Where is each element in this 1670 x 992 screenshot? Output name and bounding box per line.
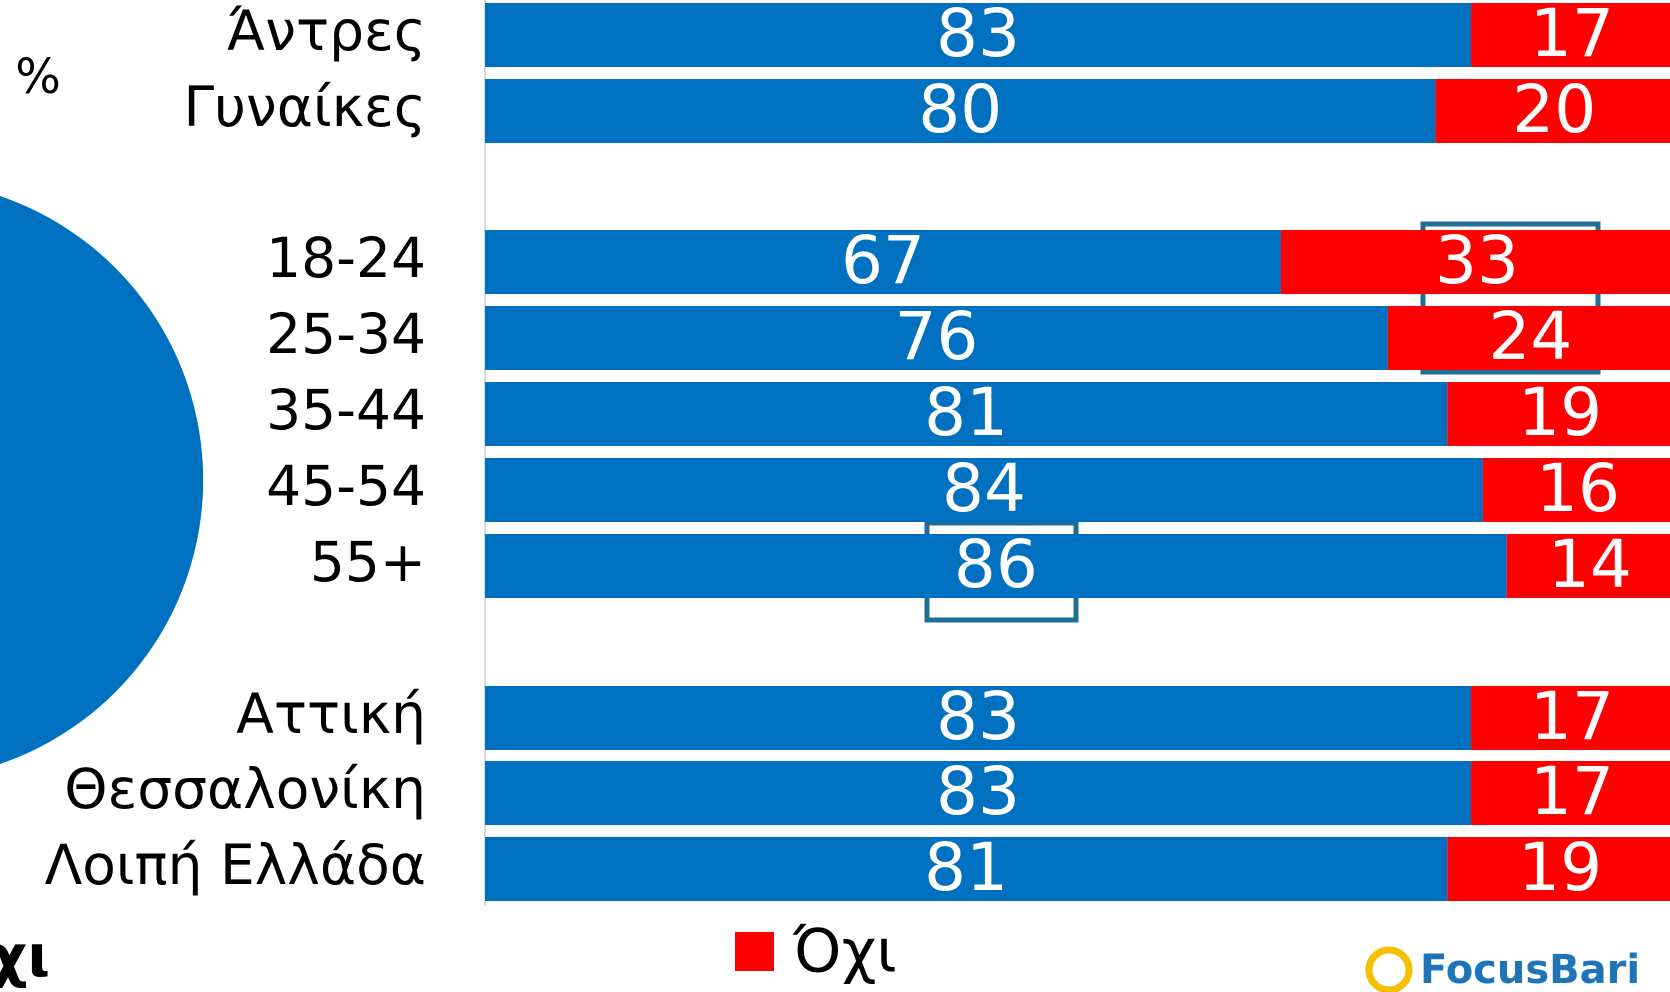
bar-segment: [485, 761, 1472, 825]
bar-segment: [485, 79, 1436, 143]
value-label: 33: [1435, 222, 1519, 299]
bar-segment: [485, 534, 1507, 598]
value-label: 83: [936, 0, 1020, 72]
value-label: 19: [1518, 374, 1602, 451]
bar-segment: [1471, 686, 1670, 750]
value-label: 20: [1512, 71, 1596, 148]
category-label: 45-54: [266, 454, 426, 518]
value-label: 17: [1530, 753, 1614, 830]
bar-segment: [485, 3, 1472, 67]
bar-segment: [485, 306, 1388, 370]
bar-segment: [1387, 306, 1670, 370]
value-label: 80: [918, 71, 1002, 148]
value-label: 81: [924, 374, 1008, 451]
bar-segment: [485, 458, 1483, 522]
value-label: 81: [924, 829, 1008, 906]
value-label: 67: [841, 222, 925, 299]
value-label: 19: [1518, 829, 1602, 906]
bar-segment: [485, 686, 1472, 750]
category-label: Θεσσαλονίκη: [64, 757, 426, 821]
category-label: Αττική: [236, 682, 426, 746]
value-label: 86: [954, 526, 1038, 603]
bar-segment: [485, 837, 1448, 901]
bar-segment: [1447, 382, 1670, 446]
bar-segment: [1280, 230, 1670, 294]
bar-segment: [1482, 458, 1670, 522]
value-label: 76: [894, 298, 978, 375]
value-label: 83: [936, 753, 1020, 830]
cropped-legend: χι: [0, 922, 50, 990]
value-label: 16: [1536, 450, 1620, 527]
category-label: Γυναίκες: [184, 75, 426, 139]
category-label: 25-34: [266, 302, 426, 366]
pie-fragment: [0, 196, 204, 764]
category-label: Άντρες: [227, 0, 426, 63]
value-label: 14: [1548, 526, 1632, 603]
value-label: 84: [942, 450, 1026, 527]
unit-label: %: [15, 49, 61, 105]
legend-label: Όχι: [792, 917, 897, 987]
legend-swatch: [735, 932, 774, 971]
logo: FocusBari: [1420, 947, 1640, 992]
bar-segment: [1435, 79, 1670, 143]
bar-segment: [1506, 534, 1670, 598]
highlight-box: [1420, 221, 1601, 375]
bar-segment: [485, 230, 1281, 294]
bar-segment: [485, 382, 1448, 446]
bar-segment: [1447, 837, 1670, 901]
value-label: 17: [1530, 0, 1614, 72]
logo-icon: [1365, 946, 1413, 992]
category-label: 18-24: [266, 226, 426, 290]
category-label: 55+: [310, 530, 426, 594]
value-label: 83: [936, 678, 1020, 755]
bar-segment: [1471, 3, 1670, 67]
bar-segment: [1471, 761, 1670, 825]
category-label: 35-44: [266, 378, 426, 442]
value-label: 24: [1488, 298, 1572, 375]
value-label: 17: [1530, 678, 1614, 755]
category-label: Λοιπή Ελλάδα: [45, 833, 426, 897]
